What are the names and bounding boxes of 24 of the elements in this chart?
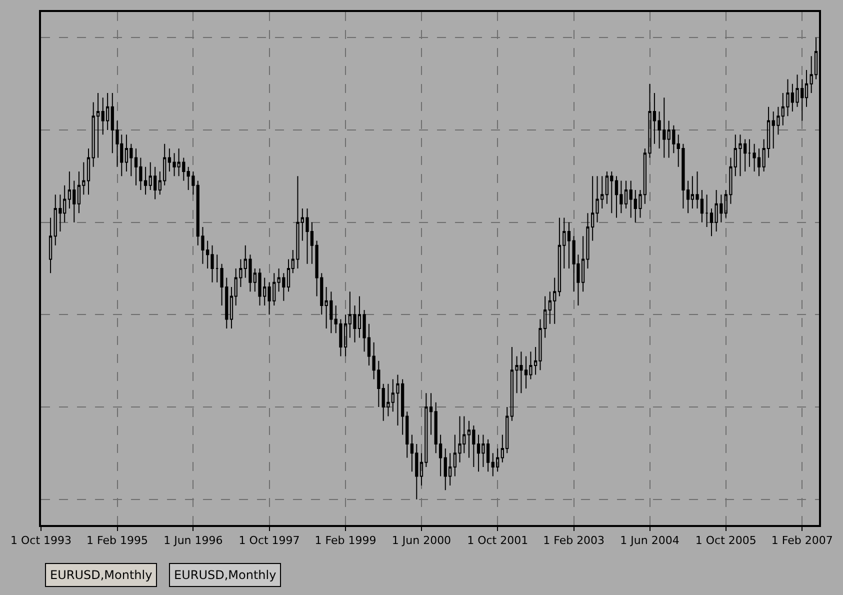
x-tick-label: 1 Feb 1999 (314, 534, 376, 548)
x-tick-label: 1 Feb 1995 (86, 534, 148, 548)
x-tick-label: 1 Oct 2001 (467, 534, 528, 548)
text: EURUSD,Monthly (174, 568, 276, 582)
candlestick (48, 217, 52, 274)
x-tick-label: 1 Oct 1997 (238, 534, 300, 548)
x-tick-label: 1 Feb 2003 (543, 534, 605, 548)
x-tick-label: 1 Jun 1996 (164, 534, 223, 548)
x-tick-label: 1 Jun 2000 (392, 534, 452, 548)
candlestick (216, 254, 219, 283)
candlestick (558, 217, 562, 297)
candlestick (567, 222, 571, 269)
text: EURUSD,Monthly (50, 568, 152, 582)
candlestick (124, 134, 128, 172)
candlestick (705, 194, 708, 228)
candlestick (429, 392, 433, 436)
x-tick-label: 1 Oct 2005 (695, 534, 756, 548)
candlestick (748, 138, 752, 168)
candlestick (106, 92, 110, 130)
x-tick-label: 1 Jun 2004 (620, 534, 680, 548)
candlestick (86, 148, 90, 196)
candlestick (710, 208, 714, 237)
x-tick-label: 1 Feb 2007 (771, 534, 833, 548)
x-tick-label: 1 Oct 1993 (10, 534, 72, 548)
